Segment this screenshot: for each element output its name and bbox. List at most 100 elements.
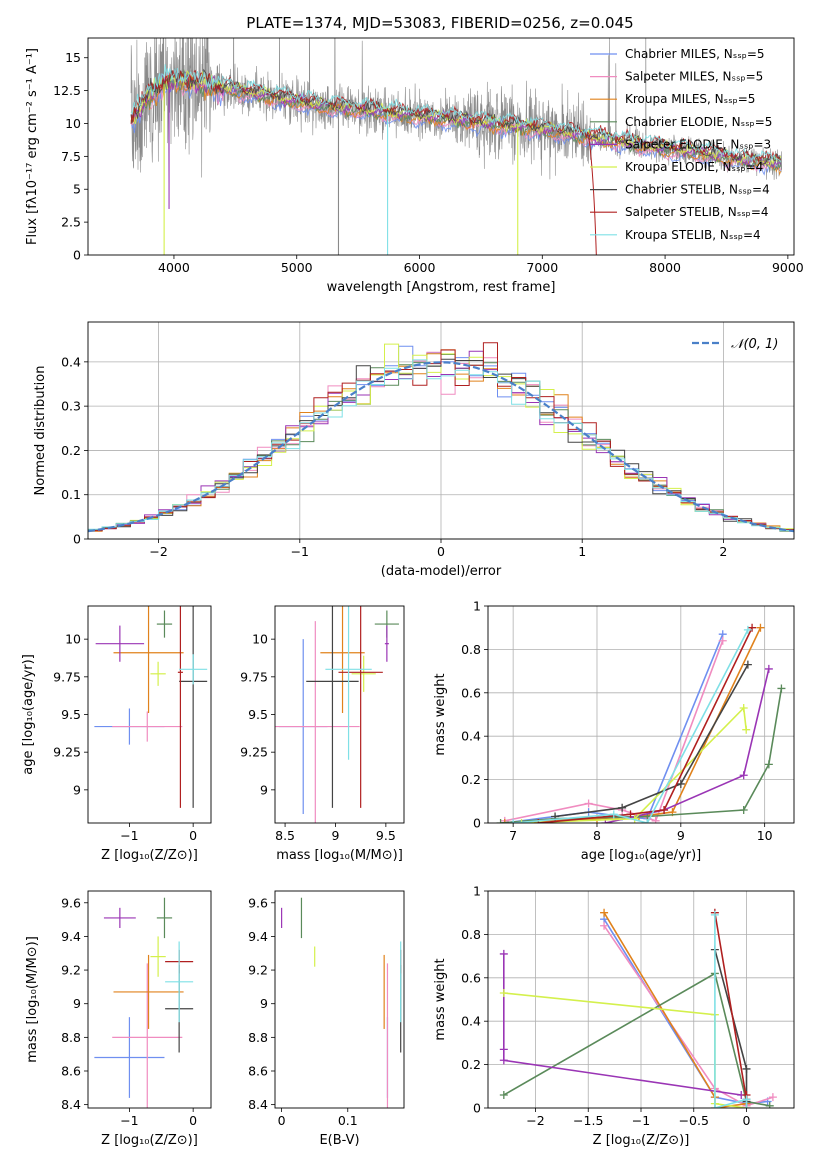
series-marker [743, 660, 752, 669]
plot-area [88, 891, 211, 1108]
x-tick-label: 8.5 [275, 828, 295, 843]
plot-content [496, 623, 786, 823]
x-tick-label: 6000 [404, 260, 436, 275]
model-salpeter_miles [130, 73, 782, 173]
plot-content [94, 897, 194, 1108]
legend-label: Salpeter ELODIE, Nₛₛₚ=3 [625, 137, 771, 151]
series-marker [600, 921, 609, 930]
plot-content [94, 606, 208, 808]
x-tick-label: 9.5 [376, 828, 396, 843]
point-chabrier_miles [94, 1017, 165, 1098]
y-tick-label: 0.4 [61, 354, 81, 369]
x-tick-label: 8 [593, 828, 601, 843]
plot-content [281, 897, 402, 1108]
x-tick-label: −2 [526, 1113, 544, 1128]
point-kroupa_elodie [150, 936, 166, 977]
y-axis-label: mass weight [433, 673, 448, 755]
series-marker [768, 1093, 777, 1102]
series-marker [499, 1045, 508, 1054]
x-tick-label: 0 [189, 1113, 197, 1128]
y-tick-label: 0 [73, 532, 81, 547]
point-kroupa_miles [320, 606, 365, 713]
x-tick-label: −0.5 [679, 1113, 709, 1128]
y-tick-label: 0.4 [461, 729, 481, 744]
x-tick-label: 9000 [772, 260, 804, 275]
x-tick-label: 5000 [281, 260, 313, 275]
y-tick-label: 9.4 [248, 929, 268, 944]
legend-label: Salpeter STELIB, Nₛₛₚ=4 [625, 205, 769, 219]
axes-frame [487, 890, 795, 1109]
plot-area [88, 606, 211, 823]
model-kroupa_stelib [130, 64, 782, 163]
series-marker [499, 988, 508, 997]
series-marker [499, 1090, 508, 1099]
series-marker [765, 1101, 774, 1108]
legend-spectrum: Chabrier MILES, Nₛₛₚ=5 Salpeter MILES, Nₛ… [590, 47, 772, 242]
series-line [503, 972, 770, 1107]
series-marker [742, 1064, 751, 1073]
model-chabrier_elodie [130, 69, 782, 172]
point-salpeter_elodie [95, 625, 145, 662]
y-tick-label: 9.5 [61, 707, 81, 722]
legend-label: Chabrier MILES, Nₛₛₚ=5 [625, 47, 765, 61]
y-tick-label: 1 [473, 599, 481, 614]
series-marker [742, 1095, 751, 1104]
series-kroupa_stelib [710, 910, 751, 1108]
y-tick-label: 9.2 [248, 963, 268, 978]
point-kroupa_elodie [150, 661, 166, 686]
series-line [513, 629, 749, 823]
legend-label: Chabrier ELODIE, Nₛₛₚ=5 [625, 115, 772, 129]
point-kroupa_miles [113, 954, 184, 1029]
x-axis-label: Z [log₁₀(Z/Z⊙)] [101, 1133, 198, 1148]
series-salpeter_elodie [499, 949, 746, 1099]
x-tick-label: 0 [189, 828, 197, 843]
series-marker [718, 636, 727, 645]
y-tick-label: 0.8 [461, 927, 481, 942]
series-line [538, 627, 753, 823]
y-tick-label: 0 [473, 816, 481, 831]
y-axis-label: age [log₁₀(age/yr)] [21, 654, 36, 775]
plot-area [275, 606, 404, 823]
y-tick-label: 9.2 [61, 963, 81, 978]
y-tick-label: 8.8 [61, 1030, 81, 1045]
series-kroupa_stelib [509, 625, 752, 823]
x-tick-label: 0.1 [338, 1113, 358, 1128]
point-kroupa_elodie [351, 655, 376, 692]
y-tick-label: 12.5 [53, 83, 81, 98]
series-marker [499, 1056, 508, 1065]
point-salpeter_elodie [384, 625, 389, 662]
y-tick-label: 10 [65, 116, 81, 131]
y-tick-label: 8.6 [248, 1063, 268, 1078]
series-marker [739, 805, 748, 814]
legend-label: Kroupa MILES, Nₛₛₚ=5 [625, 92, 755, 106]
series-marker [500, 819, 509, 823]
y-tick-label: 9.25 [240, 745, 268, 760]
y-tick-label: 9.4 [61, 929, 81, 944]
x-tick-label: 9 [677, 828, 685, 843]
panel-age_vs_mass: 8.5 9 9.5 9 9.25 9.5 9.75 10 mass [log₁₀(M/M⊙)] [240, 605, 405, 863]
y-tick-label: 7.5 [61, 149, 81, 164]
series-marker [517, 819, 526, 823]
point-chabrier_stelib [306, 606, 359, 808]
series-marker [676, 779, 685, 788]
axes-frame [87, 321, 795, 540]
gaussian-curve [88, 361, 794, 533]
series-line [554, 664, 749, 818]
y-tick-label: 0.4 [461, 1014, 481, 1029]
series-line [714, 914, 748, 1108]
point-salpeter_miles [275, 621, 360, 823]
y-tick-label: 9 [73, 782, 81, 797]
x-tick-label: 1 [578, 544, 586, 559]
x-tick-label: −2 [149, 544, 167, 559]
x-tick-label: 2 [719, 544, 727, 559]
point-salpeter_stelib [177, 606, 183, 808]
axes-frame [87, 890, 212, 1109]
series-marker [739, 703, 748, 712]
y-tick-label: 10 [252, 632, 268, 647]
y-tick-label: 0.6 [461, 970, 481, 985]
y-axis-label: Flux [fλ10⁻¹⁷ erg cm⁻² s⁻¹ A⁻¹] [25, 48, 40, 245]
legend-label: Salpeter MILES, Nₛₛₚ=5 [625, 70, 763, 84]
x-tick-label: 9 [331, 828, 339, 843]
series-marker [643, 819, 652, 823]
series-line [603, 925, 774, 1107]
